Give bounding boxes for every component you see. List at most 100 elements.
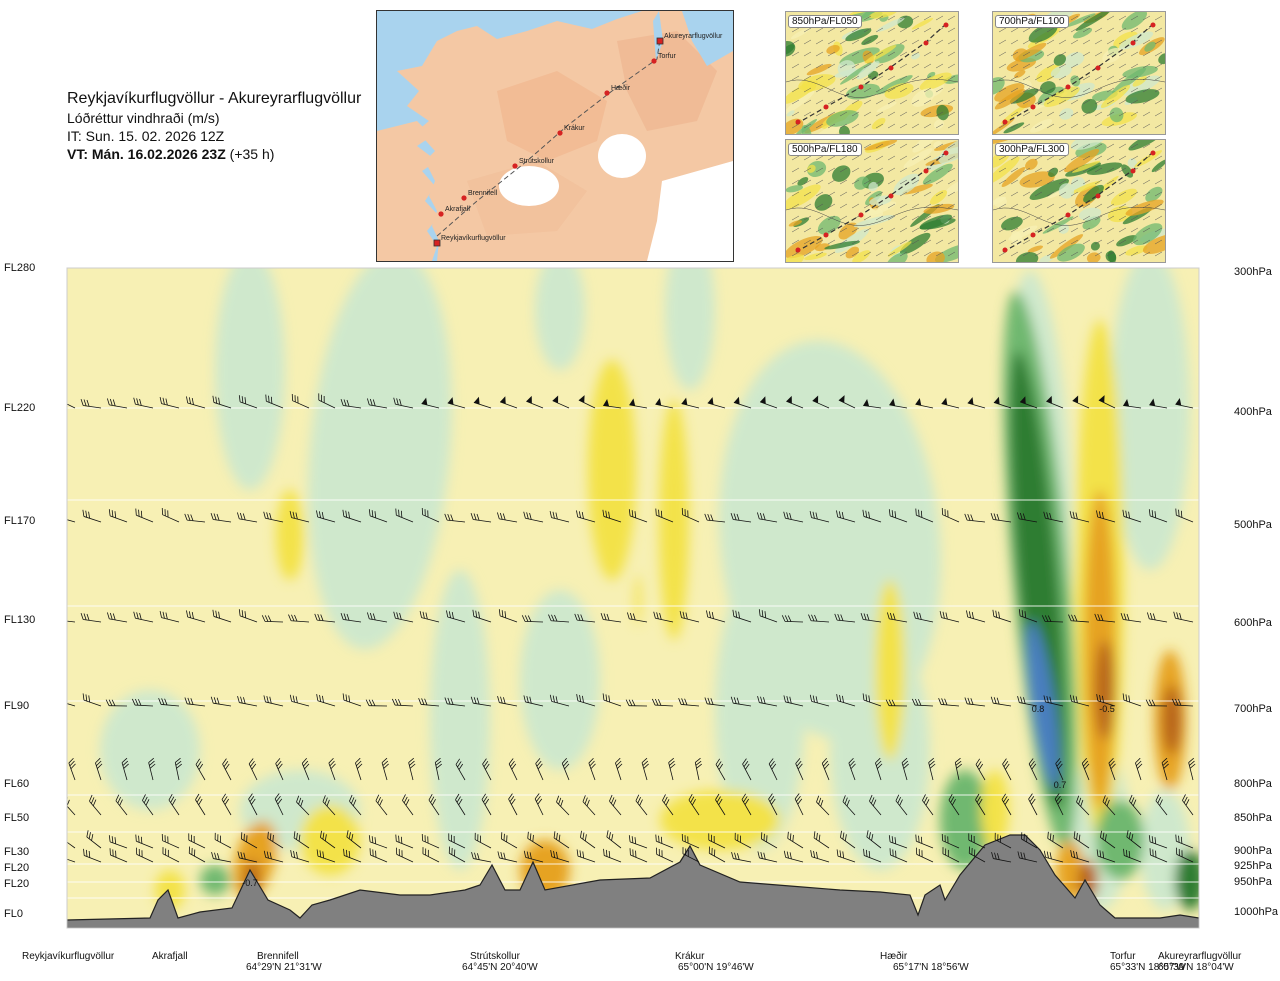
wind-barb [655,834,674,849]
wind-barb [708,846,726,863]
wind-barb [707,268,726,269]
wind-barb [444,513,466,523]
wind-barb [1045,268,1064,269]
wind-barb [455,793,466,816]
terrain-profile [67,834,1199,928]
wind-barb [135,268,154,269]
wind-barb [911,698,934,707]
wind-barb [1068,614,1090,623]
wind-barb [67,700,76,707]
wind-barb [408,757,416,781]
wind-barb [916,847,934,863]
wind-barb [1097,268,1116,269]
wind-barb [159,397,180,409]
location-coord: 65°33'N 18°07'W [1110,962,1186,973]
wind-barb [368,509,388,523]
map-point-marker [651,58,657,64]
wind-barb [523,850,544,863]
wind-barb [794,793,804,816]
location-label: Reykjavíkurflugvöllur [22,951,114,962]
location-label: Hæðir 65°17'N 18°56'W [880,951,969,973]
wind-barb [67,516,76,523]
wind-barb [551,268,570,269]
wind-barb [316,849,336,863]
wind-barb [1122,509,1142,523]
wind-barb [296,795,310,816]
wind-barb [237,851,258,863]
route-map-canvas: Akureyrarflugvöllur Torfur Hæðir Krákur Strú… [377,11,733,261]
wind-barb [108,835,128,849]
wind-barb [741,793,752,816]
wind-barb [366,612,388,623]
mini-map-500: 500hPa/FL180 [785,139,959,263]
wind-barb [261,615,284,623]
wind-barb [375,794,388,816]
wind-barb [396,847,414,863]
wind-barb [301,758,310,781]
wind-barb [1001,793,1012,816]
contour-labels: 0.8 0.7 -0.5 -0.7 [242,704,1115,888]
velocity-region [715,570,805,850]
wind-barb [521,615,544,623]
wind-barb [964,697,986,707]
wind-barb [67,268,76,269]
wind-barb [668,757,676,781]
wind-barb [688,794,700,816]
wind-barb [603,848,622,863]
wind-barb [293,831,310,849]
wind-barb [418,698,440,707]
wind-barb [656,847,674,863]
wind-barb [968,833,986,849]
wind-barb [328,757,336,781]
wind-barb [954,757,962,781]
wind-barb [381,757,389,781]
wind-barb [289,694,310,707]
wind-barb [523,695,544,707]
pressure-level-label: 500hPa [1234,519,1272,531]
wind-barb [653,611,674,623]
pressure-level-label: 950hPa [1234,876,1272,888]
wind-barb [419,611,440,623]
wind-barb [474,832,492,849]
wind-barb [730,696,752,707]
wind-barb [525,268,544,269]
wind-barb [526,395,544,409]
wind-barb [862,509,882,523]
wind-barb [161,833,180,849]
wind-barb [275,758,284,781]
mini-map-canvas [993,140,1165,262]
wind-barb [214,268,232,269]
wind-barb [836,510,856,523]
wind-barb [1155,794,1168,816]
wind-barb [760,268,778,269]
wind-barb [1098,395,1116,409]
pressure-level-label: 300hPa [1234,266,1272,278]
wind-barb [188,833,206,849]
flight-level-label: FL280 [4,262,36,274]
wind-barb [913,611,934,623]
map-point-marker [438,211,444,217]
wind-barb [1120,613,1142,623]
wind-barb [67,855,76,863]
wind-barb [1146,612,1168,623]
map-point-marker [604,90,610,96]
mini-map-label: 700hPa/FL100 [995,15,1069,28]
wind-barb [320,830,336,849]
flight-level-label: FL30 [4,846,30,858]
wind-barb [343,268,362,269]
wind-barb [1100,830,1116,849]
mini-map-700: 700hPa/FL100 [992,11,1166,135]
wind-barb [248,793,258,816]
wind-barb [834,613,856,623]
wind-barb [863,268,882,269]
wind-barb [288,614,310,623]
wind-barb [32,831,53,848]
map-point-label: Reykjavíkurflugvöllur [441,235,506,242]
lead-time: (+35 h) [229,146,275,162]
wind-barb [629,848,648,863]
wind-barb [1129,794,1142,816]
wind-barb [928,757,936,781]
wind-barb [549,694,570,707]
wind-barb [105,699,128,707]
wind-barb [421,833,440,849]
